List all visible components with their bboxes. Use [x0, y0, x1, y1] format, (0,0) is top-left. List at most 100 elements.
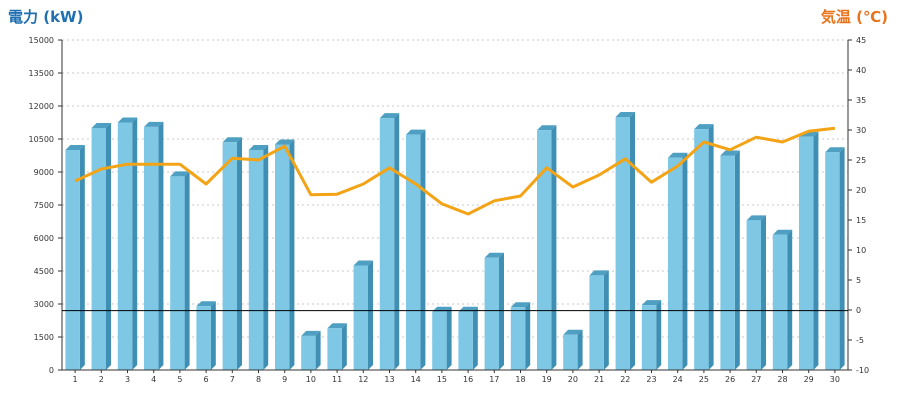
left-tick-label: 6000 — [34, 234, 54, 243]
right-tick-label: 30 — [856, 126, 866, 135]
bar-side — [787, 229, 793, 370]
x-tick-label: 10 — [306, 375, 316, 384]
right-tick-label: 5 — [856, 276, 861, 285]
left-tick-label: 10500 — [29, 135, 54, 144]
bar-side — [289, 139, 295, 370]
bar — [667, 157, 683, 370]
x-tick-label: 3 — [125, 375, 130, 384]
left-axis-title: 電力 (kW) — [8, 8, 84, 26]
bar-top — [65, 145, 85, 150]
bar-top — [379, 113, 400, 119]
bar-top — [825, 147, 845, 153]
x-tick-label: 7 — [230, 375, 235, 384]
bar-top — [196, 301, 216, 307]
bar — [772, 234, 788, 370]
bar — [798, 136, 814, 370]
x-tick-label: 18 — [515, 375, 525, 384]
bar-side — [577, 329, 583, 370]
left-tick-label: 4500 — [34, 267, 54, 276]
bar — [117, 122, 133, 370]
bar — [405, 134, 421, 370]
bar — [694, 129, 709, 370]
bar — [589, 275, 604, 370]
bar — [536, 130, 552, 370]
bar-side — [525, 302, 531, 370]
left-tick-label: 3000 — [34, 300, 54, 309]
bar — [301, 335, 316, 370]
bar — [720, 155, 735, 370]
bar — [432, 311, 447, 370]
x-tick-label: 22 — [620, 375, 630, 384]
bar-top — [667, 152, 688, 158]
x-tick-label: 26 — [725, 375, 735, 384]
bar — [458, 311, 473, 370]
x-tick-label: 25 — [699, 375, 709, 384]
bar-top — [772, 229, 793, 235]
x-tick-label: 11 — [332, 375, 342, 384]
left-tick-label: 15000 — [29, 36, 54, 45]
left-tick-label: 0 — [49, 366, 54, 375]
bar-top — [563, 329, 583, 335]
bar-top — [248, 145, 269, 150]
x-tick-label: 24 — [673, 375, 683, 384]
right-tick-label: 35 — [856, 96, 866, 105]
right-tick-label: 40 — [856, 66, 866, 75]
bar — [222, 142, 238, 370]
x-tick-label: 5 — [177, 375, 182, 384]
bar-side — [132, 117, 138, 370]
left-tick-label: 1500 — [34, 333, 54, 342]
bar-top — [327, 323, 347, 329]
right-tick-label: 15 — [856, 216, 866, 225]
bar — [825, 152, 840, 370]
x-tick-label: 14 — [411, 375, 421, 384]
bar-top — [589, 270, 609, 276]
bar-side — [446, 306, 452, 370]
bar-side — [734, 150, 740, 370]
bar-top — [746, 215, 767, 221]
bar — [248, 150, 264, 370]
right-tick-label: 45 — [856, 36, 866, 45]
bar-top — [694, 124, 714, 130]
x-tick-label: 28 — [777, 375, 787, 384]
x-tick-label: 30 — [830, 375, 840, 384]
bar — [196, 306, 211, 370]
left-tick-label: 9000 — [34, 168, 54, 177]
bar-top — [91, 123, 112, 128]
bar — [170, 176, 185, 370]
bar-top — [117, 117, 138, 123]
bar-side — [210, 301, 216, 370]
bar-top — [301, 330, 321, 336]
x-tick-label: 1 — [73, 375, 78, 384]
bar-top — [641, 300, 662, 306]
bar-top — [353, 260, 374, 266]
bar-top — [510, 302, 531, 308]
right-tick-label: 0 — [856, 306, 861, 315]
x-tick-label: 9 — [282, 375, 287, 384]
bar — [379, 118, 395, 370]
left-tick-label: 12000 — [29, 102, 54, 111]
bar-side — [184, 171, 190, 370]
bar — [641, 305, 657, 370]
bar-top — [720, 150, 740, 156]
x-tick-label: 2 — [99, 375, 104, 384]
x-tick-label: 20 — [568, 375, 578, 384]
bar-side — [682, 152, 688, 370]
bar-top — [222, 137, 243, 143]
bar — [615, 117, 631, 370]
bar — [510, 307, 526, 370]
x-tick-label: 23 — [646, 375, 656, 384]
x-tick-label: 17 — [489, 375, 499, 384]
x-tick-label: 19 — [542, 375, 552, 384]
right-tick-label: 10 — [856, 246, 866, 255]
bar-side — [472, 306, 478, 370]
x-tick-label: 6 — [204, 375, 209, 384]
x-tick-label: 13 — [384, 375, 394, 384]
left-tick-label: 13500 — [29, 69, 54, 78]
bar-side — [368, 260, 374, 370]
x-tick-label: 21 — [594, 375, 604, 384]
bar-side — [158, 121, 164, 371]
right-tick-label: -10 — [856, 366, 869, 375]
x-tick-label: 27 — [751, 375, 761, 384]
bar-side — [263, 145, 269, 370]
